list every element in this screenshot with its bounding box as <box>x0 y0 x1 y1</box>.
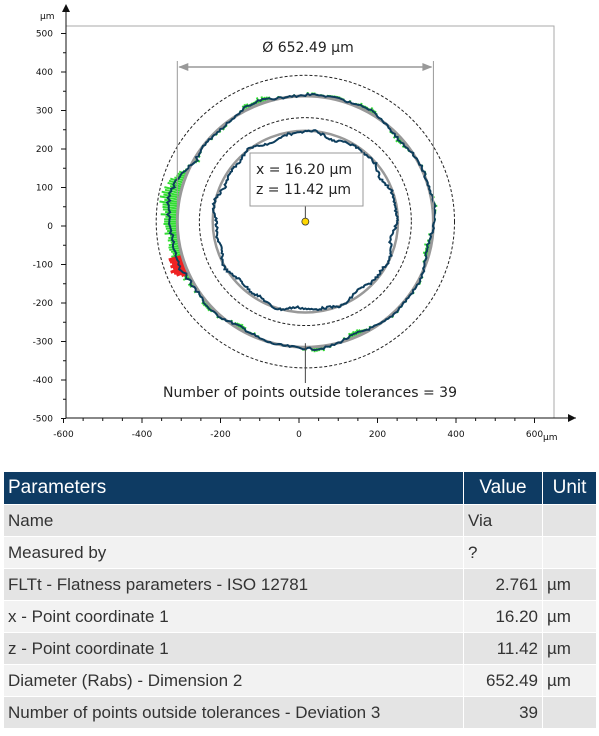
row-value: 2.761 <box>463 568 543 601</box>
row-name: Number of points outside tolerances - De… <box>4 696 464 728</box>
diameter-arrow-left <box>178 63 189 71</box>
header-value: Value <box>463 472 543 505</box>
y-tick-label: 200 <box>36 145 53 155</box>
x-tick-label: -200 <box>210 430 231 440</box>
diameter-arrow-right <box>422 63 433 71</box>
chart-marks <box>155 61 456 383</box>
plot-area <box>65 25 555 419</box>
point-label-x: x = 16.20 µm <box>256 162 352 178</box>
table-row: x - Point coordinate 1 16.20 µm <box>4 600 597 633</box>
row-name: Measured by <box>4 536 464 569</box>
row-unit: µm <box>542 664 597 697</box>
outside-tolerance-label: Number of points outside tolerances = 39 <box>163 385 457 401</box>
y-tick-label: 0 <box>47 222 53 232</box>
table-row: FLTt - Flatness parameters - ISO 12781 2… <box>4 568 597 601</box>
x-tick-label: 200 <box>369 430 386 440</box>
row-unit: µm <box>542 600 597 633</box>
row-unit <box>542 536 597 569</box>
table-row: Name Via <box>4 504 597 537</box>
diameter-label: Ø 652.49 µm <box>262 40 353 56</box>
row-name: Diameter (Rabs) - Dimension 2 <box>4 664 464 697</box>
row-unit: µm <box>542 632 597 665</box>
roundness-chart: -600 -400 -200 0 200 400 600 500 400 300 200 100 0 -1… <box>33 4 576 443</box>
point-label-z: z = 11.42 µm <box>256 182 351 198</box>
y-tick-label: 500 <box>36 30 53 40</box>
y-unit-label: µm <box>40 12 55 22</box>
y-tick-label: -500 <box>33 415 54 425</box>
y-tick-label: 300 <box>36 107 53 117</box>
row-name: FLTt - Flatness parameters - ISO 12781 <box>4 568 464 601</box>
row-unit <box>542 504 597 537</box>
y-tick-label: -400 <box>33 376 54 386</box>
tolerance-circle-1 <box>198 117 412 327</box>
row-value: 652.49 <box>463 664 543 697</box>
point-label-box <box>249 152 364 207</box>
x-tick-label: 600 <box>526 430 543 440</box>
row-value: ? <box>463 536 543 569</box>
row-name: z - Point coordinate 1 <box>4 632 464 665</box>
x-axis-arrow <box>568 414 576 422</box>
y-tick-label: -100 <box>33 261 54 271</box>
x-unit-label: µm <box>543 433 558 443</box>
row-unit: µm <box>542 568 597 601</box>
table-row: Diameter (Rabs) - Dimension 2 652.49 µm <box>4 664 597 697</box>
row-value: 16.20 <box>463 600 543 633</box>
row-name: Name <box>4 504 464 537</box>
x-tick-label: 400 <box>447 430 464 440</box>
y-tick-label: 100 <box>36 184 53 194</box>
table-row: Measured by ? <box>4 536 597 569</box>
y-tick-label: -200 <box>33 299 54 309</box>
row-name: x - Point coordinate 1 <box>4 600 464 633</box>
center-point-marker <box>301 217 310 226</box>
row-value: 39 <box>463 696 543 728</box>
x-tick-label: -600 <box>53 430 74 440</box>
x-tick-label: -400 <box>132 430 153 440</box>
table-row: z - Point coordinate 1 11.42 µm <box>4 632 597 665</box>
y-tick-label: -300 <box>33 338 54 348</box>
outer-profile <box>165 92 437 352</box>
table-header-row: Parameters Value Unit <box>4 472 597 505</box>
y-tick-label: 400 <box>36 68 53 78</box>
y-axis-arrow <box>62 4 70 12</box>
inner-profile <box>211 129 399 312</box>
parameters-table: Parameters Value Unit Name Via Measured … <box>4 472 597 728</box>
header-parameters: Parameters <box>4 472 464 505</box>
header-unit: Unit <box>542 472 597 505</box>
axis-ticks: -600 -400 -200 0 200 400 600 500 400 300 200 100 0 -1… <box>33 30 544 441</box>
row-value: Via <box>463 504 543 537</box>
row-unit <box>542 696 597 728</box>
x-tick-label: 0 <box>296 430 302 440</box>
table-row: Number of points outside tolerances - De… <box>4 696 597 728</box>
row-value: 11.42 <box>463 632 543 665</box>
